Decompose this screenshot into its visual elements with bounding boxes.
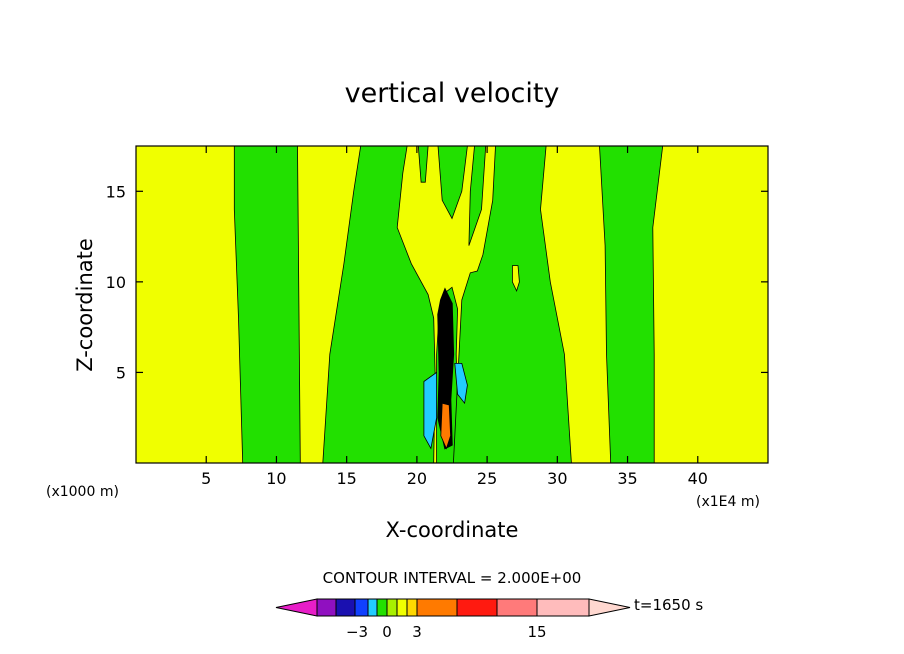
colorbar-swatch-0	[316, 598, 337, 617]
colorbar-swatch-4	[376, 598, 388, 617]
x-tick-label-20: 20	[407, 469, 427, 488]
colorbar-swatch-5	[386, 598, 398, 617]
colorbar-swatch-11	[536, 598, 590, 617]
plot-frame	[135, 145, 769, 464]
x-tick-label-40: 40	[688, 469, 708, 488]
contour-region-green-6	[468, 146, 487, 246]
colorbar-swatch-9	[456, 598, 498, 617]
x-unit-label: (x1000 m)	[46, 484, 119, 500]
colorbar-left-arrow	[275, 598, 318, 617]
chart-title: vertical velocity	[345, 78, 560, 109]
colorbar-swatch-6	[396, 598, 408, 617]
y-axis-label: Z-coordinate	[73, 238, 97, 372]
colorbar	[275, 598, 631, 617]
time-label: t=1650 s	[634, 596, 703, 614]
colorbar-swatch-2	[354, 598, 369, 617]
contour-region-green-3	[452, 146, 572, 463]
contour-region-green-7	[599, 146, 664, 463]
y-unit-label: (x1E4 m)	[696, 494, 760, 510]
y-tick-label-15: 15	[106, 182, 126, 201]
contour-region-cyan-9	[423, 371, 438, 450]
contour-region-green-0	[233, 146, 301, 463]
colorbar-swatch-3	[367, 598, 378, 617]
x-tick-label-35: 35	[617, 469, 637, 488]
x-axis-label: X-coordinate	[386, 518, 519, 542]
x-tick-label-5: 5	[201, 469, 211, 488]
contour-region-green-5	[437, 146, 468, 220]
contour-region-orange-12	[440, 402, 452, 450]
contour-interval-label: CONTOUR INTERVAL = 2.000E+00	[323, 569, 582, 587]
colorbar-label-0: 0	[382, 623, 392, 641]
colorbar-label-neg3: −3	[346, 623, 368, 641]
x-tick-label-10: 10	[266, 469, 286, 488]
x-tick-label-30: 30	[547, 469, 567, 488]
colorbar-swatch-8	[416, 598, 458, 617]
contour-region-cyan-10	[454, 362, 468, 405]
x-tick-label-15: 15	[336, 469, 356, 488]
x-tick-label-25: 25	[477, 469, 497, 488]
contour-region-green-4	[417, 146, 429, 183]
colorbar-label-3: 3	[412, 623, 422, 641]
plot-area	[135, 145, 769, 464]
y-tick-label-10: 10	[106, 273, 126, 292]
contour-region-yellow-8	[512, 265, 520, 293]
colorbar-right-arrow	[588, 598, 631, 617]
colorbar-label-15: 15	[527, 623, 546, 641]
colorbar-swatch-10	[496, 598, 538, 617]
contour-region-green-1	[322, 146, 436, 463]
y-tick-label-5: 5	[116, 363, 126, 382]
colorbar-swatch-1	[335, 598, 356, 617]
colorbar-swatch-7	[406, 598, 418, 617]
